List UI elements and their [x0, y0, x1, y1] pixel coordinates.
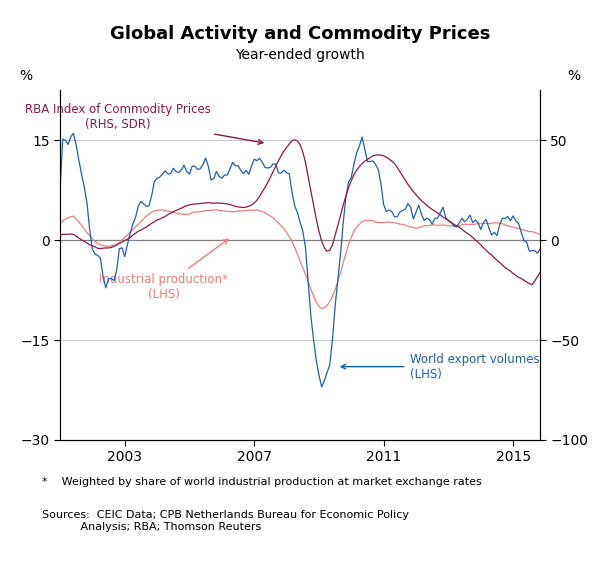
Text: %: %: [568, 69, 581, 83]
Text: World export volumes
(LHS): World export volumes (LHS): [341, 352, 539, 381]
Text: %: %: [19, 69, 32, 83]
Text: Year-ended growth: Year-ended growth: [235, 48, 365, 62]
Text: Industrial production*
(LHS): Industrial production* (LHS): [99, 239, 228, 301]
Text: Sources:  CEIC Data; CPB Netherlands Bureau for Economic Policy
           Analy: Sources: CEIC Data; CPB Netherlands Bure…: [42, 510, 409, 532]
Text: RBA Index of Commodity Prices
(RHS, SDR): RBA Index of Commodity Prices (RHS, SDR): [25, 103, 263, 144]
Text: *    Weighted by share of world industrial production at market exchange rates: * Weighted by share of world industrial …: [42, 477, 482, 487]
Text: Global Activity and Commodity Prices: Global Activity and Commodity Prices: [110, 25, 490, 43]
